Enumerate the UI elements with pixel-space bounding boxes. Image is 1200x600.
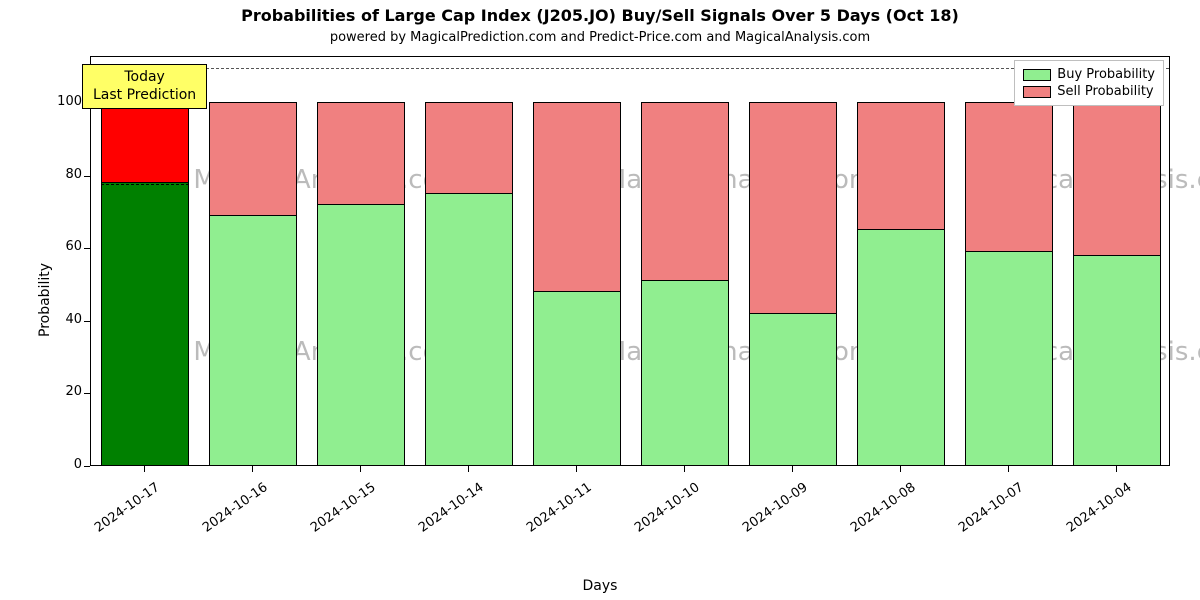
bar-group [425,55,514,465]
x-tick-mark [576,466,577,472]
x-tick-label: 2024-10-09 [728,480,810,544]
bar-group [857,55,946,465]
x-tick-label: 2024-10-08 [836,480,918,544]
x-tick-label: 2024-10-15 [296,480,378,544]
figure: Probabilities of Large Cap Index (J205.J… [0,0,1200,600]
buy-bar [425,193,514,465]
x-tick-mark [144,466,145,472]
annotation-line2: Last Prediction [93,87,196,105]
x-tick-label: 2024-10-07 [944,480,1026,544]
legend-swatch [1023,86,1051,98]
x-tick-label: 2024-10-14 [404,480,486,544]
buy-bar [1073,255,1162,465]
buy-bar [533,291,622,465]
reference-line [91,68,1169,69]
bar-group [641,55,730,465]
y-tick-mark [84,248,90,249]
bar-group [209,55,298,465]
x-tick-mark [900,466,901,472]
buy-bar [965,251,1054,465]
legend: Buy Probability Sell Probability [1014,60,1164,106]
x-axis-label: Days [0,578,1200,594]
y-tick-label: 60 [42,239,82,254]
sell-bar [101,102,190,182]
x-tick-mark [1116,466,1117,472]
buy-bar [317,204,406,465]
buy-bar [641,280,730,465]
bar-group [749,55,838,465]
y-tick-label: 100 [42,94,82,109]
y-tick-mark [84,393,90,394]
buy-bar [101,182,190,465]
sell-bar [1073,102,1162,254]
legend-swatch [1023,69,1051,81]
bar-group [1073,55,1162,465]
today-annotation: TodayLast Prediction [82,64,207,109]
today-marker-line [101,184,190,185]
buy-bar [749,313,838,465]
sell-bar [533,102,622,291]
x-tick-mark [1008,466,1009,472]
y-tick-mark [84,321,90,322]
x-tick-label: 2024-10-04 [1052,480,1134,544]
y-tick-label: 20 [42,384,82,399]
bar-group [533,55,622,465]
x-tick-mark [360,466,361,472]
sell-bar [965,102,1054,251]
chart-title: Probabilities of Large Cap Index (J205.J… [0,6,1200,25]
y-tick-mark [84,176,90,177]
x-tick-label: 2024-10-16 [188,480,270,544]
x-tick-label: 2024-10-11 [512,480,594,544]
legend-item: Sell Probability [1023,84,1155,99]
legend-label: Buy Probability [1057,67,1155,82]
buy-bar [857,229,946,465]
annotation-line1: Today [93,69,196,87]
legend-item: Buy Probability [1023,67,1155,82]
bar-group [965,55,1054,465]
sell-bar [749,102,838,312]
sell-bar [425,102,514,193]
sell-bar [857,102,946,229]
bar-group [101,55,190,465]
bar-group [317,55,406,465]
legend-label: Sell Probability [1057,84,1153,99]
x-tick-mark [468,466,469,472]
y-tick-mark [84,466,90,467]
x-tick-mark [792,466,793,472]
plot-area: MagicalAnalysis.comMagicalAnalysis.comMa… [90,56,1170,466]
y-tick-label: 80 [42,167,82,182]
sell-bar [317,102,406,204]
sell-bar [209,102,298,214]
y-tick-label: 0 [42,457,82,472]
sell-bar [641,102,730,280]
x-tick-mark [684,466,685,472]
x-tick-label: 2024-10-17 [80,480,162,544]
x-tick-label: 2024-10-10 [620,480,702,544]
x-tick-mark [252,466,253,472]
y-tick-label: 40 [42,312,82,327]
buy-bar [209,215,298,465]
chart-subtitle: powered by MagicalPrediction.com and Pre… [0,30,1200,45]
